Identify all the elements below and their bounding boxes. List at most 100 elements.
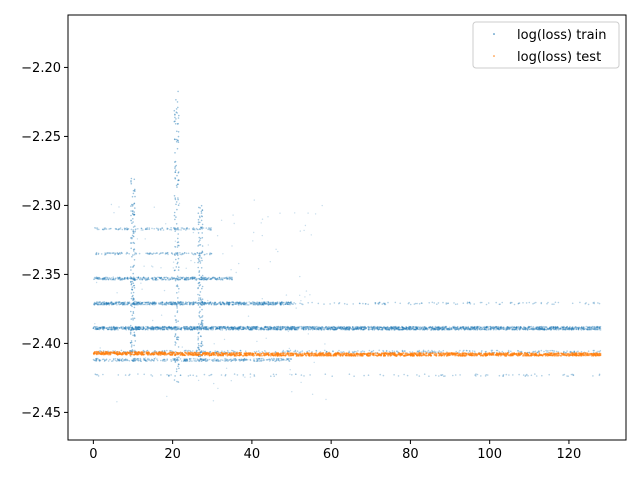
train-point [525,328,527,330]
train-point [228,359,231,361]
train-point [131,195,134,198]
train-point [192,327,195,329]
train-point [190,328,193,331]
train-point [174,269,176,272]
train-point [236,301,239,304]
train-point [286,350,289,353]
train-point [144,328,147,331]
train-point [422,349,425,352]
train-point [227,303,230,306]
train-point [133,178,136,181]
train-point [259,327,262,329]
train-point [415,326,418,329]
train-point [196,326,198,329]
train-point [550,328,553,331]
train-point [535,301,537,304]
train-point [130,210,132,212]
train-point [199,291,202,293]
train-point [130,297,133,300]
train-point [456,303,459,305]
train-point [154,277,157,280]
train-point [334,326,336,329]
train-point [502,326,505,329]
train-point [571,328,573,331]
train-point [174,341,176,343]
train-point [203,254,206,256]
train-point [227,302,230,304]
train-point [549,327,551,330]
train-point [175,118,177,120]
train-point [177,122,179,125]
train-point [519,327,522,329]
train-point [263,302,265,304]
train-point [272,373,275,376]
train-point [436,303,438,306]
train-point [420,326,422,328]
train-point [133,331,136,334]
train-point [334,328,337,331]
train-point [490,328,492,331]
train-point [175,321,178,323]
train-point [352,303,355,305]
train-point [184,279,187,281]
train-point [174,218,176,221]
train-point [192,374,194,377]
train-point [511,328,514,331]
train-point [180,360,183,362]
train-point [112,328,115,330]
train-point [132,203,134,206]
train-point [133,259,136,261]
train-point [343,327,346,330]
train-point [125,253,128,255]
train-point [363,326,365,328]
train-point [268,325,270,328]
train-point [369,326,372,329]
train-point [202,327,204,330]
train-point [365,303,367,305]
train-point [509,326,511,328]
train-point [133,250,135,252]
train-point [224,327,227,330]
train-point [420,302,423,304]
train-point [214,277,216,279]
train-point [145,325,147,328]
train-point [380,326,382,329]
train-point [198,325,201,327]
train-point [582,328,585,331]
train-point [198,240,200,243]
train-point [488,328,491,331]
train-point [585,302,587,304]
train-point [423,326,425,329]
train-point [404,350,406,352]
train-point [452,326,454,328]
train-point [371,326,374,329]
train-point [205,358,207,361]
train-point [541,328,543,330]
train-point [468,329,470,331]
train-point [247,327,249,330]
train-point [353,328,356,330]
train-point [505,327,507,330]
train-point [549,328,552,331]
train-point [200,326,203,328]
train-point [311,301,313,304]
train-point [176,130,178,133]
train-point [296,327,299,329]
train-point [177,254,179,257]
train-point [181,277,183,280]
train-point [139,327,142,330]
train-point [247,327,250,330]
train-point [269,328,272,331]
train-point [173,326,175,329]
train-point [586,328,588,331]
train-point [538,327,541,330]
train-point [199,228,201,231]
train-point [200,267,203,269]
train-point [203,373,206,376]
train-point [108,328,110,331]
train-point [130,214,132,217]
train-point [224,357,226,360]
train-point [338,349,340,352]
train-point [255,301,258,304]
train-point [301,350,304,352]
